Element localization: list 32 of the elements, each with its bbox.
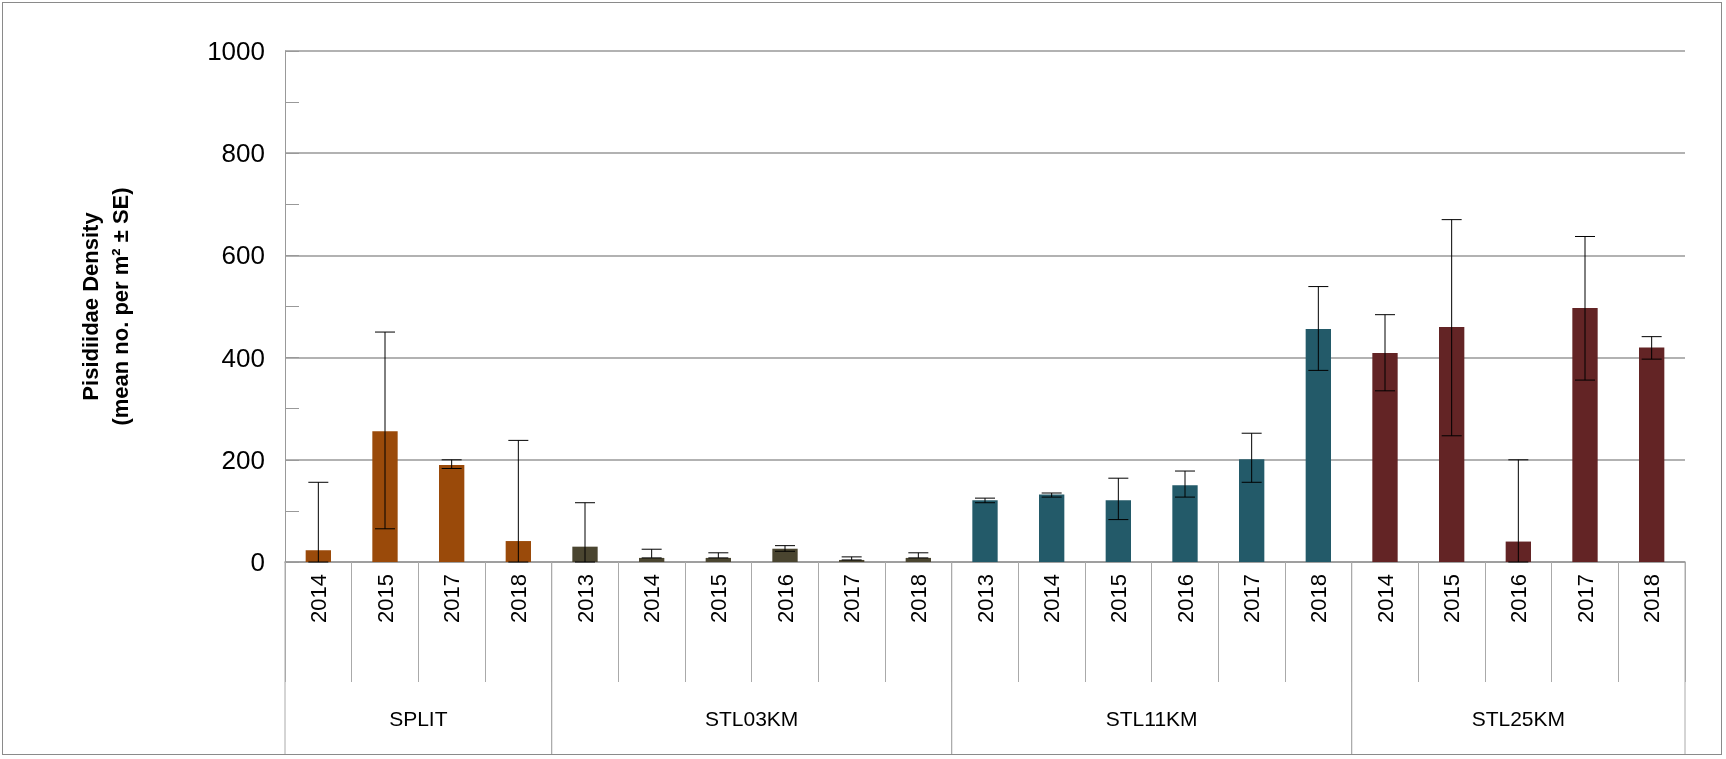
x-tick-label: 2016 [1172,574,1198,623]
y-tick-label: 800 [221,138,265,169]
y-tick-label: 1000 [207,36,265,66]
y-tick-label: 400 [221,342,265,373]
y-tick-label: 200 [221,444,265,475]
text: STL25KM [1471,706,1566,730]
text: STL03KM [704,706,799,730]
y-tick-label: 0 [250,547,265,577]
x-tick-label: 2014 [1372,574,1398,623]
x-tick-label: 2018 [905,574,931,623]
x-tick-label: 2016 [1505,574,1531,623]
x-tick-label: 2015 [705,574,731,623]
x-tick-label: 2017 [439,574,465,623]
x-tick-label: 2013 [572,574,598,623]
x-tick-label: 2017 [1572,574,1598,623]
x-tick-label: 2014 [1039,574,1065,623]
text: SPLIT [389,706,448,730]
x-tick-label: 2018 [1639,574,1665,623]
x-tick-label: 2017 [1239,574,1265,623]
x-tick-label: 2015 [1105,574,1131,623]
x-tick-label: 2018 [1305,574,1331,623]
x-tick-label: 2017 [839,574,865,623]
y-axis-title: Pisidiidae Density (mean no. per m² ± SE) [77,187,133,426]
text: STL11KM [1105,706,1198,730]
x-tick-label: 2016 [772,574,798,623]
x-tick-label: 2014 [639,574,665,623]
x-tick-label: 2015 [1439,574,1465,623]
x-tick-label: 2014 [305,574,331,623]
x-tick-label: 2018 [505,574,531,623]
x-tick-label: 2013 [972,574,998,623]
x-tick-label: 2015 [372,574,398,623]
y-tick-label: 600 [221,240,265,271]
